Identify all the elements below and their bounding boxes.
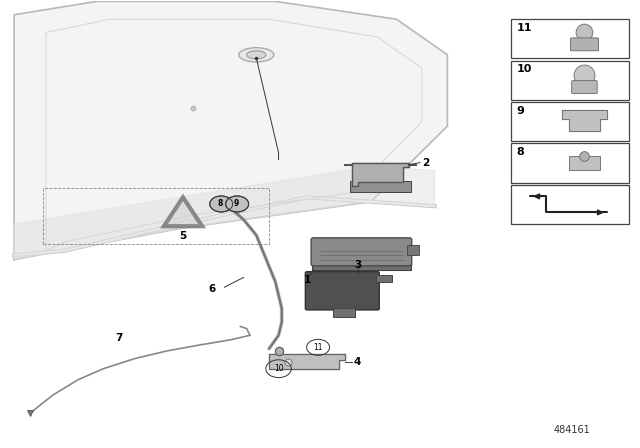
Polygon shape	[562, 111, 607, 130]
Text: 7: 7	[116, 332, 123, 343]
FancyBboxPatch shape	[570, 38, 598, 51]
Polygon shape	[352, 163, 409, 186]
FancyBboxPatch shape	[511, 143, 629, 183]
Polygon shape	[14, 1, 447, 260]
Text: 11: 11	[314, 343, 323, 352]
Ellipse shape	[239, 47, 274, 62]
FancyBboxPatch shape	[333, 308, 355, 317]
FancyBboxPatch shape	[568, 156, 600, 170]
Text: 2: 2	[422, 158, 429, 168]
Circle shape	[226, 196, 248, 212]
Text: 8: 8	[218, 199, 223, 208]
Text: 9: 9	[516, 106, 524, 116]
Text: 11: 11	[516, 23, 532, 33]
Ellipse shape	[246, 51, 266, 59]
FancyBboxPatch shape	[305, 271, 380, 310]
FancyBboxPatch shape	[407, 246, 419, 255]
FancyBboxPatch shape	[511, 60, 629, 100]
FancyBboxPatch shape	[311, 238, 412, 266]
Text: 6: 6	[208, 284, 215, 293]
Text: 1: 1	[303, 275, 311, 284]
Text: 9: 9	[234, 199, 239, 208]
FancyBboxPatch shape	[350, 181, 411, 192]
Text: 5: 5	[179, 231, 187, 241]
FancyBboxPatch shape	[312, 262, 411, 270]
Polygon shape	[14, 166, 435, 260]
Text: 8: 8	[516, 147, 524, 157]
Circle shape	[210, 196, 233, 212]
FancyBboxPatch shape	[511, 19, 629, 58]
FancyBboxPatch shape	[376, 275, 392, 282]
Polygon shape	[164, 197, 202, 226]
Text: 10: 10	[274, 364, 284, 373]
Text: 3: 3	[355, 260, 362, 270]
Text: 484161: 484161	[554, 426, 590, 435]
FancyBboxPatch shape	[511, 185, 629, 224]
Text: 10: 10	[516, 64, 532, 74]
FancyBboxPatch shape	[511, 102, 629, 141]
Text: 4: 4	[354, 357, 361, 366]
FancyBboxPatch shape	[572, 81, 597, 94]
Polygon shape	[269, 354, 346, 369]
